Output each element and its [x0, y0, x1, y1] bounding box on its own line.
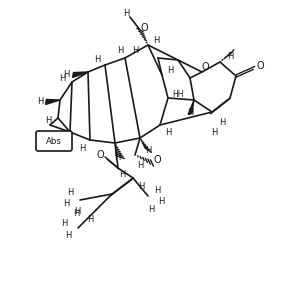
Text: H: H — [94, 54, 100, 64]
Text: H: H — [59, 74, 65, 83]
Text: Abs: Abs — [46, 136, 62, 146]
Text: O: O — [96, 150, 104, 160]
Polygon shape — [72, 72, 88, 77]
Text: H: H — [117, 46, 123, 54]
Text: O: O — [140, 23, 148, 33]
Text: H: H — [167, 66, 173, 74]
Polygon shape — [188, 100, 194, 115]
Text: HH: HH — [172, 89, 184, 98]
Text: H: H — [154, 186, 160, 195]
Text: H: H — [211, 128, 217, 136]
Text: H: H — [187, 108, 193, 116]
Text: H: H — [137, 161, 143, 170]
Text: H: H — [114, 153, 120, 161]
Text: H: H — [158, 196, 164, 206]
Text: H: H — [153, 36, 159, 44]
Text: H: H — [227, 51, 233, 61]
Text: H: H — [87, 216, 93, 225]
Text: H: H — [119, 170, 125, 178]
Text: H: H — [219, 118, 225, 126]
Text: H: H — [165, 128, 171, 136]
Polygon shape — [46, 100, 60, 104]
Text: H: H — [65, 231, 71, 240]
Text: H: H — [61, 218, 67, 228]
Text: O: O — [201, 62, 209, 72]
Text: H: H — [63, 200, 69, 208]
Text: H: H — [79, 143, 85, 153]
Text: O: O — [153, 155, 161, 165]
Text: H: H — [63, 69, 69, 78]
Text: H: H — [138, 181, 144, 191]
Text: O: O — [256, 61, 264, 71]
FancyBboxPatch shape — [36, 131, 72, 151]
Text: H: H — [132, 46, 138, 54]
Text: H: H — [45, 116, 51, 124]
Text: H: H — [74, 208, 80, 216]
Text: H: H — [67, 188, 73, 196]
Text: H: H — [123, 9, 129, 18]
Text: H: H — [145, 146, 151, 155]
Text: H: H — [73, 210, 79, 218]
Text: H: H — [37, 96, 43, 106]
Text: H: H — [148, 205, 154, 213]
